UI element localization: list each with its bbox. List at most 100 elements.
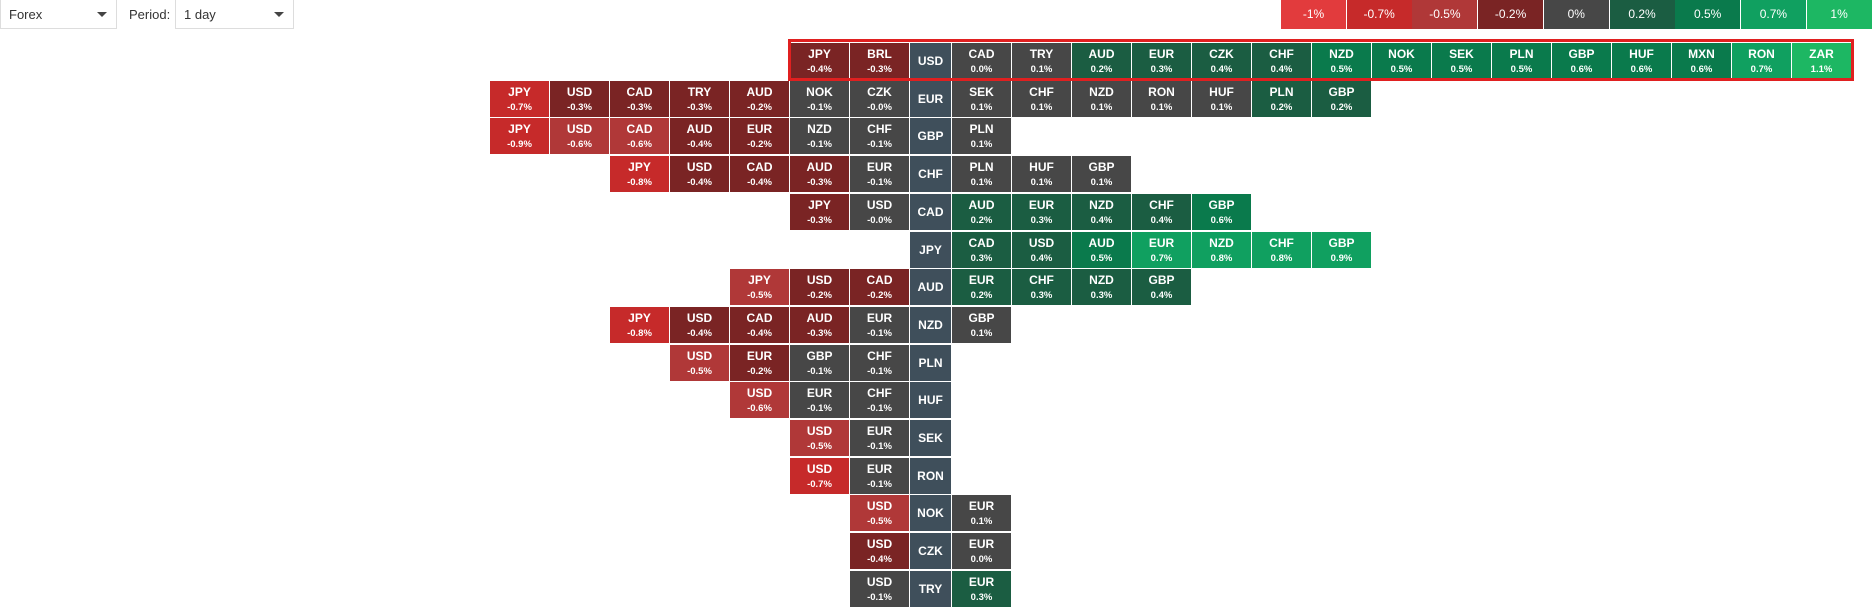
currency-label: EUR	[1028, 197, 1055, 212]
currency-label: CAD	[866, 273, 893, 288]
currency-label: PLN	[1509, 47, 1534, 61]
change-label: -0.0%	[867, 214, 892, 226]
rate-cell: EUR -0.1%	[850, 420, 909, 456]
change-label: -0.5%	[807, 441, 832, 452]
base-currency: GBP	[910, 118, 951, 155]
rate-cell: AUD -0.4%	[670, 118, 729, 155]
currency-label: EUR	[806, 386, 833, 401]
rate-cell: CAD 0.0%	[952, 43, 1011, 79]
currency-label: USD	[866, 537, 893, 552]
change-label: 0.4%	[1150, 290, 1173, 302]
rate-cell: TRY -0.3%	[670, 80, 729, 117]
currency-label: JPY	[808, 47, 831, 61]
change-label: -0.8%	[627, 177, 652, 189]
change-label: 0.2%	[970, 290, 993, 302]
change-label: 0.5%	[1330, 64, 1353, 75]
rate-cell: EUR 0.3%	[1012, 193, 1071, 230]
rate-cell: HUF 0.6%	[1612, 43, 1671, 79]
rate-cell: EUR 0.3%	[1132, 43, 1191, 79]
change-label: -0.2%	[747, 139, 772, 151]
change-label: -0.3%	[867, 64, 892, 75]
rate-cell: EUR 0.0%	[952, 533, 1011, 570]
rate-cell: GBP 0.9%	[1312, 231, 1371, 268]
rate-cell: NZD -0.1%	[790, 118, 849, 155]
period-value: 1 day	[184, 7, 216, 22]
currency-label: EUR	[866, 160, 893, 175]
rate-cell: USD 0.4%	[1012, 231, 1071, 268]
currency-label: PLN	[1269, 84, 1294, 99]
change-label: -0.0%	[867, 101, 892, 113]
rate-cell: CHF -0.1%	[850, 344, 909, 381]
change-label: -0.1%	[807, 139, 832, 151]
change-label: -0.3%	[567, 101, 592, 113]
rate-cell: HUF 0.1%	[1012, 156, 1071, 193]
rate-cell: AUD 0.2%	[952, 193, 1011, 230]
change-label: -0.9%	[507, 139, 532, 151]
rate-cell: CHF -0.1%	[850, 118, 909, 155]
rate-cell: AUD -0.3%	[790, 306, 849, 343]
base-currency: CHF	[910, 156, 951, 193]
currency-label: NZD	[807, 122, 832, 137]
currency-label: USD	[806, 424, 833, 438]
change-label: 0.6%	[1210, 214, 1233, 226]
rate-cell: JPY -0.8%	[610, 306, 669, 343]
rate-cell: GBP 0.1%	[1072, 156, 1131, 193]
rate-cell: CZK -0.0%	[850, 80, 909, 117]
currency-label: PLN	[969, 160, 994, 175]
change-label: -0.8%	[627, 327, 652, 339]
rate-cell: USD -0.4%	[850, 533, 909, 570]
rate-cell: CZK 0.4%	[1192, 43, 1251, 79]
currency-label: USD	[1028, 235, 1055, 250]
change-label: -0.4%	[687, 327, 712, 339]
rate-cell: RON 0.1%	[1132, 80, 1191, 117]
currency-label: USD	[566, 84, 593, 99]
currency-label: USD	[806, 273, 833, 288]
rate-cell: EUR -0.1%	[850, 306, 909, 343]
change-label: -0.2%	[867, 290, 892, 302]
change-label: 0.2%	[1270, 101, 1293, 113]
rate-cell: EUR -0.1%	[790, 382, 849, 419]
currency-label: USD	[686, 160, 713, 175]
rate-cell: EUR 0.2%	[952, 269, 1011, 306]
currency-label: EUR	[866, 310, 893, 325]
change-label: 0.6%	[1690, 64, 1713, 75]
currency-label: GBP	[968, 310, 995, 325]
currency-label: ZAR	[1809, 47, 1834, 61]
change-label: -0.1%	[807, 365, 832, 377]
change-label: 0.1%	[970, 177, 993, 189]
currency-label: GBP	[1328, 84, 1355, 99]
base-currency: TRY	[910, 570, 951, 607]
change-label: 0.5%	[1090, 252, 1113, 264]
rate-cell: AUD 0.5%	[1072, 231, 1131, 268]
rate-cell: EUR -0.1%	[850, 457, 909, 494]
change-label: -0.3%	[807, 177, 832, 189]
currency-label: BRL	[867, 47, 892, 61]
currency-label: NZD	[1089, 84, 1114, 99]
market-select[interactable]: Forex	[0, 0, 117, 29]
currency-label: USD	[686, 348, 713, 363]
currency-label: USD	[866, 499, 893, 514]
rate-cell: EUR -0.1%	[850, 156, 909, 193]
rate-cell: ZAR 1.1%	[1792, 43, 1851, 79]
currency-label: EUR	[968, 537, 995, 552]
rate-cell: NZD 0.4%	[1072, 193, 1131, 230]
change-label: 0.2%	[970, 214, 993, 226]
rate-cell: USD -0.6%	[550, 118, 609, 155]
base-currency: HUF	[910, 382, 951, 419]
change-label: 0.8%	[1270, 252, 1293, 264]
rate-cell: GBP 0.4%	[1132, 269, 1191, 306]
rate-cell: JPY -0.9%	[490, 118, 549, 155]
change-label: 0.1%	[1090, 101, 1113, 113]
legend-step: 0.2%	[1609, 0, 1675, 29]
change-label: 0.3%	[1090, 290, 1113, 302]
change-label: 0.3%	[1030, 290, 1053, 302]
rate-cell: PLN 0.1%	[952, 118, 1011, 155]
rate-cell: GBP -0.1%	[790, 344, 849, 381]
currency-label: TRY	[687, 84, 712, 99]
change-label: 0.0%	[970, 554, 993, 566]
currency-label: HUF	[1629, 47, 1654, 61]
rate-cell: GBP 0.6%	[1552, 43, 1611, 79]
change-label: -0.3%	[627, 101, 652, 113]
period-select[interactable]: 1 day	[175, 0, 294, 29]
